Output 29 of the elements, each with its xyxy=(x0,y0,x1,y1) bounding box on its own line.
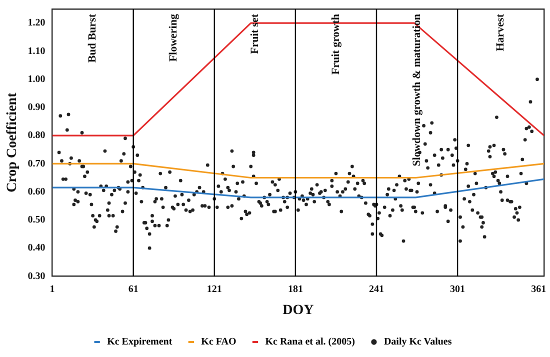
annotation: Fruit growth xyxy=(330,14,342,75)
x-axis-title: DOY xyxy=(282,303,314,318)
legend-label: Kc Expirement xyxy=(107,336,173,348)
legend-label: Kc Rana et al. (2005) xyxy=(265,336,355,348)
y-axis-title: Crop Coefficient xyxy=(5,92,20,192)
x-tick-label: 61 xyxy=(128,284,138,295)
annotation: Bud Burst xyxy=(86,14,99,63)
y-tick-label: 0.30 xyxy=(28,270,46,282)
x-tick-label: 181 xyxy=(288,284,303,295)
annotation: Slowdown growth & maturation xyxy=(410,14,423,166)
annotation: Fruit set xyxy=(248,14,261,54)
x-tick-label: 301 xyxy=(450,284,466,295)
x-tick-label: 121 xyxy=(206,284,222,295)
x-tick-label: 241 xyxy=(369,284,384,295)
y-tick-label: 0.70 xyxy=(28,158,46,170)
x-tick-label: 1 xyxy=(50,284,55,295)
y-tick-label: 0.90 xyxy=(28,102,46,114)
y-tick-label: 0.80 xyxy=(28,130,46,142)
legend-label: Kc FAO xyxy=(201,336,236,348)
x-tick-label: 361 xyxy=(531,284,546,295)
annotation: Flowering xyxy=(168,14,180,62)
y-tick-label: 0.40 xyxy=(28,242,46,254)
annotation: Harvest xyxy=(494,14,507,52)
y-tick-label: 0.60 xyxy=(28,186,46,198)
y-tick-label: 0.50 xyxy=(28,214,46,226)
y-tick-label: 1.10 xyxy=(28,46,46,57)
legend-label: Daily Kc Values xyxy=(384,336,452,348)
y-tick-label: 1.20 xyxy=(28,18,46,29)
y-tick-label: 1.00 xyxy=(28,74,46,85)
